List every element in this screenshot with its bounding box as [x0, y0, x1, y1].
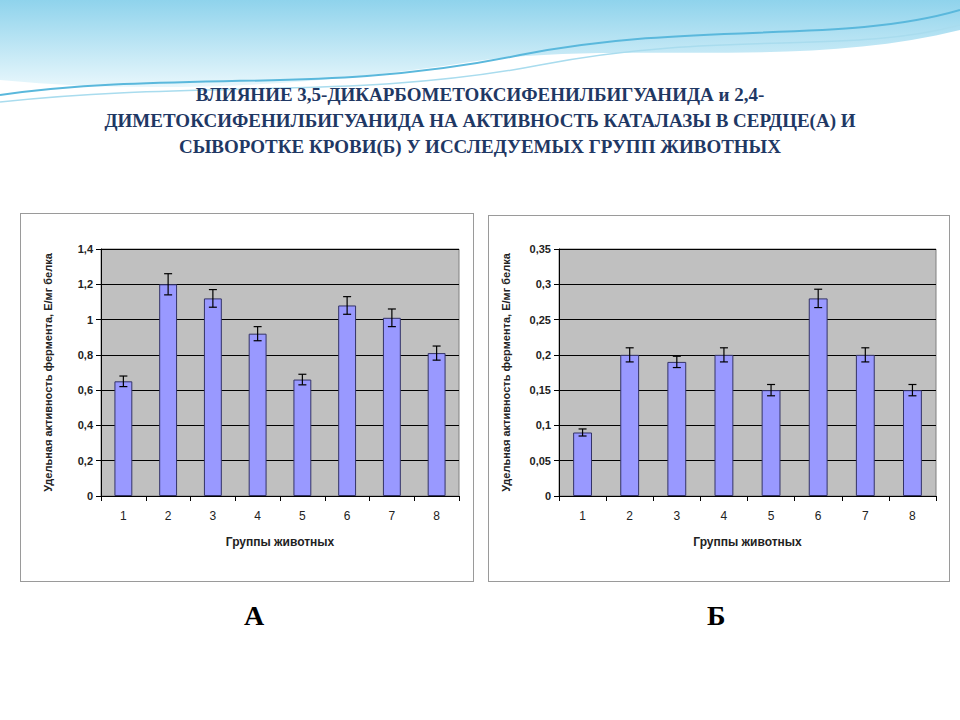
svg-text:8: 8	[433, 509, 440, 523]
svg-text:Группы животных: Группы животных	[693, 535, 802, 549]
svg-text:4: 4	[254, 509, 261, 523]
svg-text:1: 1	[87, 314, 93, 326]
svg-text:1,4: 1,4	[78, 243, 94, 255]
html-text:ВЛИЯНИЕ 3,5-ДИКАРБОМЕТОКСИФЕНИ: ВЛИЯНИЕ 3,5-ДИКАРБОМЕТОКСИФЕНИЛБИГУАНИДА…	[104, 84, 856, 157]
svg-text:1: 1	[579, 509, 586, 523]
svg-text:Удельная активность фермента,: Удельная активность фермента, Е/мг белка	[500, 252, 512, 492]
svg-text:3: 3	[210, 509, 217, 523]
svg-text:6: 6	[344, 509, 351, 523]
svg-text:0,2: 0,2	[78, 455, 93, 467]
svg-text:0,35: 0,35	[530, 243, 551, 255]
svg-text:7: 7	[389, 509, 396, 523]
svg-text:0,6: 0,6	[78, 384, 93, 396]
svg-text:4: 4	[721, 509, 728, 523]
svg-text:5: 5	[299, 509, 306, 523]
svg-text:0,05: 0,05	[530, 455, 551, 467]
html-text:А: А	[244, 600, 265, 631]
svg-text:Группы животных: Группы животных	[226, 535, 335, 549]
svg-text:5: 5	[768, 509, 775, 523]
svg-text:2: 2	[626, 509, 633, 523]
svg-text:0,3: 0,3	[536, 278, 551, 290]
svg-text:8: 8	[909, 509, 916, 523]
svg-text:0: 0	[545, 490, 551, 502]
svg-text:0,8: 0,8	[78, 349, 93, 361]
svg-text:0,1: 0,1	[536, 419, 551, 431]
svg-text:7: 7	[862, 509, 869, 523]
svg-text:0,2: 0,2	[536, 349, 551, 361]
svg-text:1,2: 1,2	[78, 278, 93, 290]
svg-text:0,4: 0,4	[78, 419, 94, 431]
svg-text:1: 1	[120, 509, 127, 523]
svg-text:0,25: 0,25	[530, 314, 551, 326]
svg-text:Удельная активность фермента,: Удельная активность фермента, Е/мг белка	[42, 252, 54, 492]
svg-text:6: 6	[815, 509, 822, 523]
html-text:Б: Б	[707, 600, 726, 631]
svg-text:2: 2	[165, 509, 172, 523]
svg-text:0,15: 0,15	[530, 384, 551, 396]
svg-text:3: 3	[673, 509, 680, 523]
svg-text:0: 0	[87, 490, 93, 502]
